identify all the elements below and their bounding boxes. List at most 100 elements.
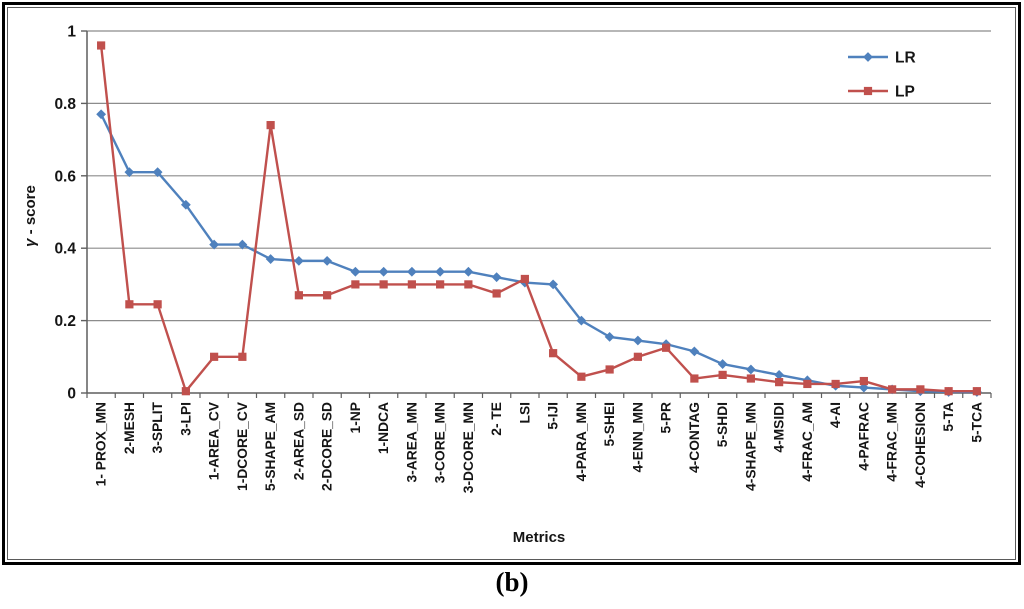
series-marker-LP bbox=[379, 280, 388, 289]
x-category-label: 4-MSIDI bbox=[772, 402, 787, 453]
x-category-label: 1-DCORE_CV bbox=[235, 401, 250, 491]
series-marker-LP bbox=[718, 370, 727, 379]
series-marker-LP bbox=[972, 387, 981, 396]
series-marker-LP bbox=[859, 376, 868, 386]
legend-marker-LR bbox=[863, 52, 873, 62]
series-marker-LR bbox=[96, 109, 107, 120]
x-category-label: 3-LPI bbox=[178, 402, 193, 436]
x-category-label: 4-PARA_MN bbox=[574, 402, 589, 482]
series-marker-LR bbox=[180, 199, 191, 210]
series-marker-LP bbox=[351, 280, 360, 289]
series-marker-LP bbox=[181, 387, 190, 396]
series-marker-LP bbox=[633, 352, 642, 361]
x-category-label: 1-AREA_CV bbox=[207, 401, 222, 480]
y-tick-label: 0 bbox=[67, 386, 76, 403]
y-tick-label: 0.6 bbox=[54, 168, 76, 185]
series-marker-LP bbox=[775, 378, 784, 387]
series-marker-LP bbox=[520, 274, 529, 284]
series-marker-LR bbox=[717, 359, 728, 369]
x-category-label: 4-FRAC_MN bbox=[885, 402, 900, 482]
x-category-label: 3-CORE_MN bbox=[433, 402, 448, 483]
series-marker-LP bbox=[407, 280, 416, 289]
series-marker-LP bbox=[492, 289, 501, 298]
series-marker-LP bbox=[605, 365, 614, 374]
series-marker-LR bbox=[152, 167, 163, 178]
series-marker-LR bbox=[745, 364, 756, 375]
series-marker-LR bbox=[265, 254, 276, 264]
series-marker-LP bbox=[436, 280, 445, 289]
series-marker-LR bbox=[774, 369, 785, 380]
series-marker-LP bbox=[125, 300, 134, 309]
x-axis-title: Metrics bbox=[513, 529, 566, 546]
series-marker-LP bbox=[888, 385, 897, 394]
x-category-label: 2-DCORE_SD bbox=[320, 402, 335, 491]
series-marker-LP bbox=[662, 343, 671, 352]
legend-marker-LP bbox=[863, 86, 873, 96]
series-line-LR bbox=[100, 113, 977, 394]
x-category-label: 4-ENN_MN bbox=[630, 402, 645, 473]
series-marker-LR bbox=[435, 266, 446, 277]
figure-caption: (b) bbox=[495, 567, 529, 597]
series-marker-LR bbox=[604, 331, 615, 342]
y-tick-label: 0.4 bbox=[54, 241, 76, 258]
series-marker-LP bbox=[690, 374, 699, 383]
series-marker-LP bbox=[210, 352, 219, 361]
series-marker-LR bbox=[689, 346, 700, 357]
series-marker-LP bbox=[294, 291, 303, 300]
y-tick-label: 0.2 bbox=[54, 313, 76, 330]
series-marker-LP bbox=[97, 41, 106, 50]
x-category-label: 3-SPLIT bbox=[150, 401, 165, 453]
series-marker-LP bbox=[803, 379, 812, 389]
series-marker-LR bbox=[124, 167, 135, 178]
x-category-label: 2-AREA_SD bbox=[291, 402, 306, 480]
series-marker-LP bbox=[746, 374, 755, 383]
series-marker-LP bbox=[153, 300, 162, 309]
x-category-label: 1- PROX_MN bbox=[94, 402, 109, 486]
x-category-label: 1-NP bbox=[348, 402, 363, 433]
series-marker-LP bbox=[266, 121, 275, 130]
series-marker-LR bbox=[576, 315, 587, 326]
x-category-label: 2- TE bbox=[489, 402, 504, 436]
x-category-label: LSI bbox=[517, 402, 532, 423]
x-category-label: 5-SHAPE_AM bbox=[263, 402, 278, 491]
x-category-label: 2-MESH bbox=[122, 402, 137, 454]
x-category-label: 3-AREA_MN bbox=[404, 402, 419, 483]
series-marker-LR bbox=[237, 239, 248, 250]
series-marker-LP bbox=[577, 372, 586, 381]
legend-label-LP: LP bbox=[895, 84, 915, 101]
series-marker-LP bbox=[549, 349, 558, 358]
x-category-label: 3-DCORE_MN bbox=[461, 402, 476, 493]
series-marker-LR bbox=[632, 335, 643, 346]
x-category-label: 5-SHDI bbox=[715, 402, 730, 447]
series-marker-LR bbox=[350, 266, 361, 277]
chart-panel: 0 0.2 0.4 0.6 0.8 1 1- PROX_MN 2-MESH 3-SPLIT 3-L… bbox=[7, 7, 1016, 560]
x-category-label: 5-IJI bbox=[546, 402, 561, 430]
series-marker-LP bbox=[831, 379, 840, 389]
series-marker-LP bbox=[944, 387, 953, 396]
x-category-label: 5-TCA bbox=[969, 402, 984, 443]
y-tick-label: 0.8 bbox=[54, 96, 76, 113]
series-marker-LR bbox=[209, 239, 220, 250]
x-category-label: 4-SHAPE_MN bbox=[743, 402, 758, 491]
x-category-label: 4-CONTAG bbox=[687, 402, 702, 473]
series-marker-LR bbox=[463, 266, 474, 277]
series-marker-LR bbox=[491, 272, 502, 283]
series-marker-LR bbox=[293, 255, 304, 266]
x-category-label: 5-SHEI bbox=[602, 402, 617, 446]
series-marker-LR bbox=[378, 266, 389, 277]
x-category-label: 5-TA bbox=[941, 402, 956, 432]
x-category-label: 5-PR bbox=[659, 402, 674, 433]
series-marker-LR bbox=[858, 382, 869, 393]
series-marker-LR bbox=[548, 279, 559, 290]
series-marker-LR bbox=[406, 266, 417, 277]
series-marker-LR bbox=[322, 255, 333, 266]
series-marker-LP bbox=[323, 291, 332, 300]
y-axis-title: γ - score bbox=[22, 185, 39, 247]
x-category-label: 4-PAFRAC bbox=[856, 402, 871, 471]
series-marker-LP bbox=[464, 280, 473, 289]
line-chart: 0 0.2 0.4 0.6 0.8 1 1- PROX_MN 2-MESH 3-SPLIT 3-L… bbox=[22, 24, 992, 546]
x-category-label: 4-COHESION bbox=[913, 402, 928, 488]
y-tick-label: 1 bbox=[67, 24, 76, 41]
legend-label-LR: LR bbox=[895, 50, 916, 67]
x-category-label: 1-NDCA bbox=[376, 402, 391, 454]
